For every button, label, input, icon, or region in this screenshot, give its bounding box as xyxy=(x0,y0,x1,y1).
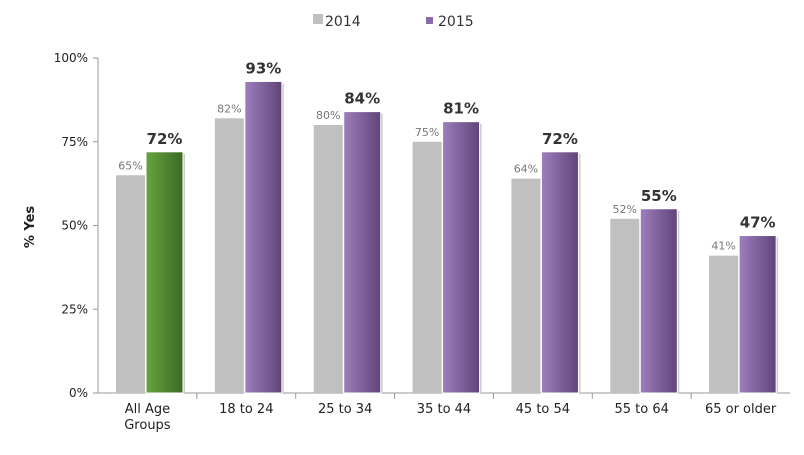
legend-label-2015: 2015 xyxy=(438,14,474,30)
bar-2014 xyxy=(709,255,739,393)
data-label-2015: 55% xyxy=(641,187,677,205)
y-tick-label: 0% xyxy=(69,386,88,400)
legend-swatch-2015 xyxy=(426,17,433,24)
data-label-2014: 80% xyxy=(316,109,340,122)
x-tick-label-line: 35 to 44 xyxy=(417,402,471,417)
data-label-2014: 41% xyxy=(711,240,735,253)
bar-2014 xyxy=(610,218,640,393)
x-tick-label-line: Groups xyxy=(124,418,171,433)
data-label-2014: 52% xyxy=(613,203,637,216)
data-label-2015: 93% xyxy=(245,59,281,77)
legend-swatch-2014 xyxy=(313,14,323,24)
bar-2014 xyxy=(412,141,442,393)
x-tick-label: 65 or older xyxy=(705,402,777,417)
legend-label-2014: 2014 xyxy=(325,14,361,30)
bar-2015 xyxy=(343,111,382,394)
bar-2015 xyxy=(738,235,777,394)
bar-2014 xyxy=(116,175,145,393)
bar-2015 xyxy=(540,151,579,394)
x-tick-label: 25 to 34 xyxy=(318,402,372,417)
data-label-2014: 64% xyxy=(514,163,538,176)
y-tick-label: 100% xyxy=(54,51,88,65)
y-tick-label: 75% xyxy=(61,135,88,149)
x-tick-label-line: 18 to 24 xyxy=(219,402,273,417)
x-tick-label: 18 to 24 xyxy=(219,402,273,417)
y-axis-label: % Yes xyxy=(23,206,38,249)
data-label-2014: 82% xyxy=(217,102,241,115)
bar-2015 xyxy=(639,208,678,394)
x-tick-label: 45 to 54 xyxy=(516,402,570,417)
x-tick-label: 35 to 44 xyxy=(417,402,471,417)
bar-2014 xyxy=(214,118,244,394)
data-label-2015: 81% xyxy=(443,100,479,118)
x-tick-label-line: 55 to 64 xyxy=(615,402,669,417)
x-tick-label-line: All Age xyxy=(125,402,170,417)
x-tick-label-line: 45 to 54 xyxy=(516,402,570,417)
x-tick-label-line: 65 or older xyxy=(705,402,777,417)
bar-2015 xyxy=(244,80,283,394)
data-label-2015: 72% xyxy=(542,130,578,148)
data-label-2015: 72% xyxy=(147,130,183,148)
y-tick-label: 50% xyxy=(61,219,88,233)
x-tick-label: All Age Groups xyxy=(124,402,171,433)
data-label-2015: 84% xyxy=(344,90,380,108)
bar-2014 xyxy=(511,178,541,393)
x-tick-label: 55 to 64 xyxy=(615,402,669,417)
y-tick-label: 25% xyxy=(61,302,88,316)
data-label-2014: 75% xyxy=(415,126,439,139)
bar-2015 xyxy=(442,121,481,394)
bar-2015 xyxy=(145,151,184,394)
x-tick-label-line: 25 to 34 xyxy=(318,402,372,417)
data-label-2014: 65% xyxy=(118,159,142,172)
legend: 2014 2015 xyxy=(313,14,474,30)
bar-2014 xyxy=(313,125,343,393)
data-label-2015: 47% xyxy=(740,214,776,232)
